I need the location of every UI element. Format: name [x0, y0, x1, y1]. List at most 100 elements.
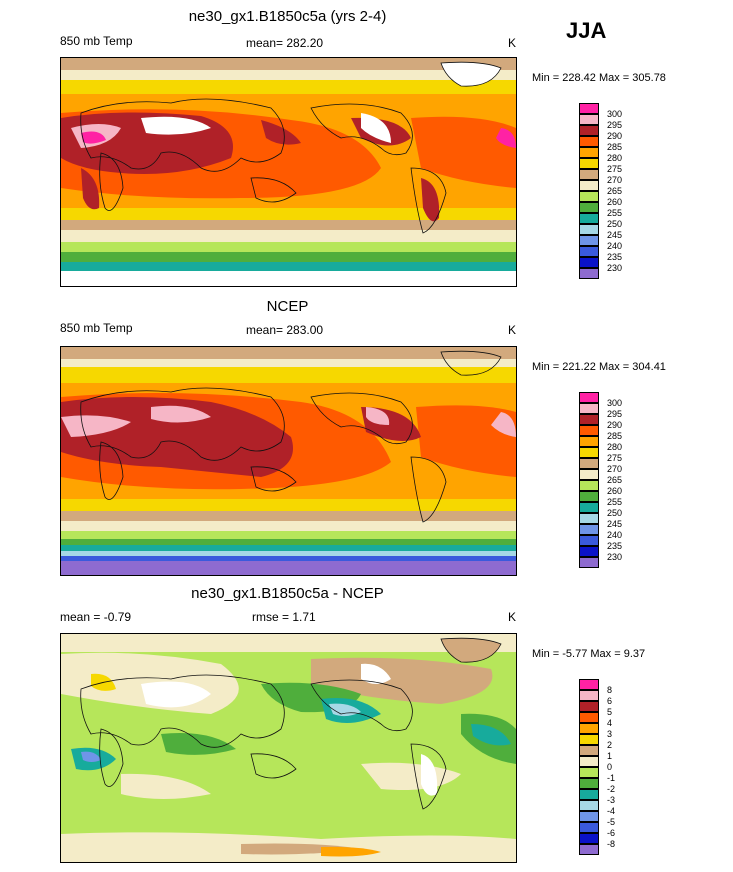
- labelbar-tick-label: 260: [607, 486, 623, 496]
- season-label: JJA: [566, 18, 607, 43]
- panel-2-labelbar: 300 295 290 285 280 275 270 265 260 255 250 245 240 2…: [579, 392, 669, 572]
- labelbar-color-box: [579, 745, 599, 756]
- panel-2-map: [60, 346, 517, 576]
- labelbar-tick-label: 255: [607, 208, 623, 218]
- coastlines: [80, 61, 502, 234]
- labelbar-color-box: [579, 169, 599, 180]
- labelbar-tick-label: 250: [607, 508, 623, 518]
- labelbar-color-box: [579, 502, 599, 513]
- labelbar-tick-label: 235: [607, 252, 623, 262]
- labelbar-tick-label: 280: [607, 153, 623, 163]
- panel-1-variable: 850 mb Temp: [60, 34, 133, 48]
- labelbar-color-box: [579, 557, 599, 568]
- panel-2-title: NCEP: [266, 298, 309, 315]
- labelbar-color-box: [579, 690, 599, 701]
- labelbar-color-box: [579, 103, 599, 114]
- labelbar-color-box: [579, 811, 599, 822]
- labelbar-color-box: [579, 844, 599, 855]
- labelbar-tick-label: 245: [607, 230, 623, 240]
- labelbar-tick-label: 6: [607, 696, 613, 706]
- labelbar-tick-label: -1: [607, 773, 616, 783]
- labelbar-color-box: [579, 778, 599, 789]
- labelbar-tick-label: 265: [607, 186, 623, 196]
- labelbar-tick-label: 280: [607, 442, 623, 452]
- panel-3-rmse: rmse = 1.71: [252, 610, 316, 624]
- labelbar-tick-label: 255: [607, 497, 623, 507]
- labelbar-color-box: [579, 202, 599, 213]
- labelbar-color-box: [579, 180, 599, 191]
- labelbar-tick-label: 300: [607, 109, 623, 119]
- labelbar-tick-label: -6: [607, 828, 616, 838]
- labelbar-color-box: [579, 447, 599, 458]
- labelbar-color-box: [579, 246, 599, 257]
- labelbar-tick-label: 1: [607, 751, 613, 761]
- panel-3-map: [60, 633, 517, 863]
- labelbar-tick-label: 245: [607, 519, 623, 529]
- labelbar-tick-label: 0: [607, 762, 613, 772]
- panel-1-title: ne30_gx1.B1850c5a (yrs 2-4): [188, 8, 387, 25]
- labelbar-color-box: [579, 147, 599, 158]
- difference-field: [61, 634, 516, 862]
- labelbar-tick-label: 5: [607, 707, 613, 717]
- labelbar-color-box: [579, 125, 599, 136]
- panel-1-units: K: [508, 36, 517, 50]
- labelbar-tick-label: 295: [607, 409, 623, 419]
- labelbar-tick-label: 2: [607, 740, 613, 750]
- labelbar-color-box: [579, 191, 599, 202]
- coastlines: [80, 637, 502, 810]
- labelbar-color-box: [579, 257, 599, 268]
- labelbar-tick-label: 240: [607, 530, 623, 540]
- labelbar-color-box: [579, 822, 599, 833]
- labelbar-color-box: [579, 414, 599, 425]
- labelbar-tick-label: 275: [607, 164, 623, 174]
- labelbar-color-box: [579, 800, 599, 811]
- labelbar-color-box: [579, 712, 599, 723]
- panel-3-units: K: [508, 610, 517, 624]
- labelbar-color-box: [579, 701, 599, 712]
- panel-3-mean: mean = -0.79: [60, 610, 132, 624]
- labelbar-tick-label: 3: [607, 729, 613, 739]
- temperature-field-ncep: [61, 347, 516, 575]
- labelbar-tick-label: 270: [607, 464, 623, 474]
- labelbar-tick-label: 8: [607, 685, 613, 695]
- labelbar-color-box: [579, 513, 599, 524]
- labelbar-tick-label: -3: [607, 795, 616, 805]
- labelbar-color-box: [579, 524, 599, 535]
- labelbar-color-box: [579, 480, 599, 491]
- labelbar-color-box: [579, 114, 599, 125]
- labelbar-color-box: [579, 535, 599, 546]
- coastlines: [80, 350, 502, 523]
- temperature-field-model: [61, 58, 516, 286]
- labelbar-color-box: [579, 436, 599, 447]
- labelbar-color-box: [579, 679, 599, 690]
- panel-2-variable: 850 mb Temp: [60, 321, 133, 335]
- panel-2-minmax: Min = 221.22 Max = 304.41: [532, 361, 666, 373]
- labelbar-tick-label: 235: [607, 541, 623, 551]
- labelbar-tick-label: 230: [607, 263, 623, 273]
- labelbar-tick-label: 275: [607, 453, 623, 463]
- panel-1-mean: mean= 282.20: [246, 36, 324, 50]
- labelbar-color-box: [579, 469, 599, 480]
- labelbar-color-box: [579, 546, 599, 557]
- labelbar-color-box: [579, 213, 599, 224]
- labelbar-color-box: [579, 723, 599, 734]
- labelbar-tick-label: 250: [607, 219, 623, 229]
- labelbar-tick-label: 300: [607, 398, 623, 408]
- labelbar-color-box: [579, 756, 599, 767]
- panel-3-title: ne30_gx1.B1850c5a - NCEP: [191, 585, 384, 602]
- labelbar-color-box: [579, 491, 599, 502]
- labelbar-color-box: [579, 136, 599, 147]
- labelbar-color-box: [579, 268, 599, 279]
- labelbar-color-box: [579, 425, 599, 436]
- labelbar-color-box: [579, 392, 599, 403]
- labelbar-tick-label: -4: [607, 806, 616, 816]
- labelbar-tick-label: 240: [607, 241, 623, 251]
- labelbar-color-box: [579, 789, 599, 800]
- labelbar-tick-label: 265: [607, 475, 623, 485]
- labelbar-tick-label: -2: [607, 784, 616, 794]
- panel-3-minmax: Min = -5.77 Max = 9.37: [532, 648, 646, 660]
- labelbar-color-box: [579, 235, 599, 246]
- labelbar-tick-label: 285: [607, 431, 623, 441]
- labelbar-color-box: [579, 767, 599, 778]
- labelbar-tick-label: 285: [607, 142, 623, 152]
